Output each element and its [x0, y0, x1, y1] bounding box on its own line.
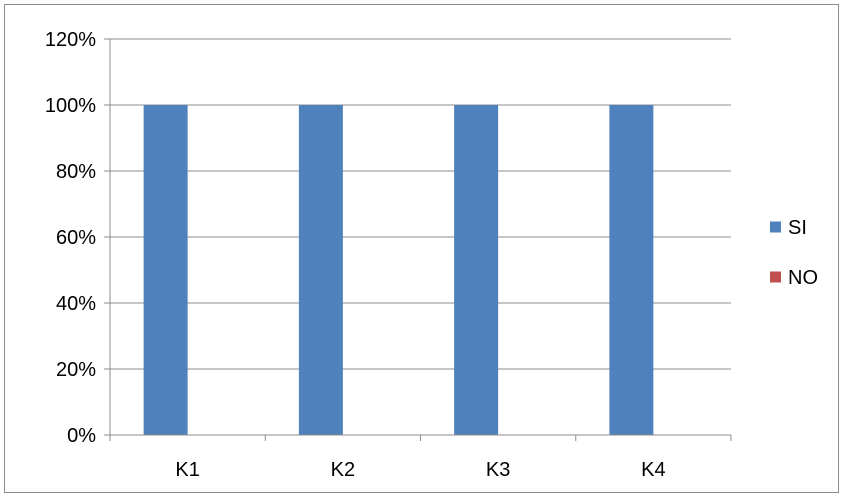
- y-tick-label: 20%: [56, 359, 96, 381]
- x-tick-label: K2: [331, 459, 355, 481]
- x-tick-label: K1: [175, 459, 199, 481]
- y-tick-label: 100%: [45, 95, 96, 117]
- legend-swatch-si: [770, 221, 781, 233]
- legend-label-no: NO: [788, 267, 818, 289]
- bars: [143, 105, 654, 435]
- y-tick-label: 0%: [67, 425, 96, 447]
- y-tick-label: 120%: [45, 29, 96, 51]
- bar-si-k4: [609, 105, 654, 435]
- bar-si-k3: [454, 105, 499, 435]
- legend-label-si: SI: [788, 217, 807, 239]
- axes: [104, 38, 732, 441]
- bar-si-k2: [298, 105, 343, 435]
- y-tick-label: 80%: [56, 161, 96, 183]
- y-tick-labels: 0% 20% 40% 60% 80% 100% 120%: [45, 29, 96, 447]
- chart-frame: [4, 4, 839, 493]
- bar-si-k1: [143, 105, 188, 435]
- x-tick-label: K4: [641, 459, 665, 481]
- legend-swatch-no: [770, 271, 781, 283]
- y-tick-label: 60%: [56, 227, 96, 249]
- y-tick-label: 40%: [56, 293, 96, 315]
- x-tick-labels: K1 K2 K3 K4: [175, 459, 665, 481]
- legend: SI NO: [770, 217, 818, 289]
- x-tick-label: K3: [486, 459, 510, 481]
